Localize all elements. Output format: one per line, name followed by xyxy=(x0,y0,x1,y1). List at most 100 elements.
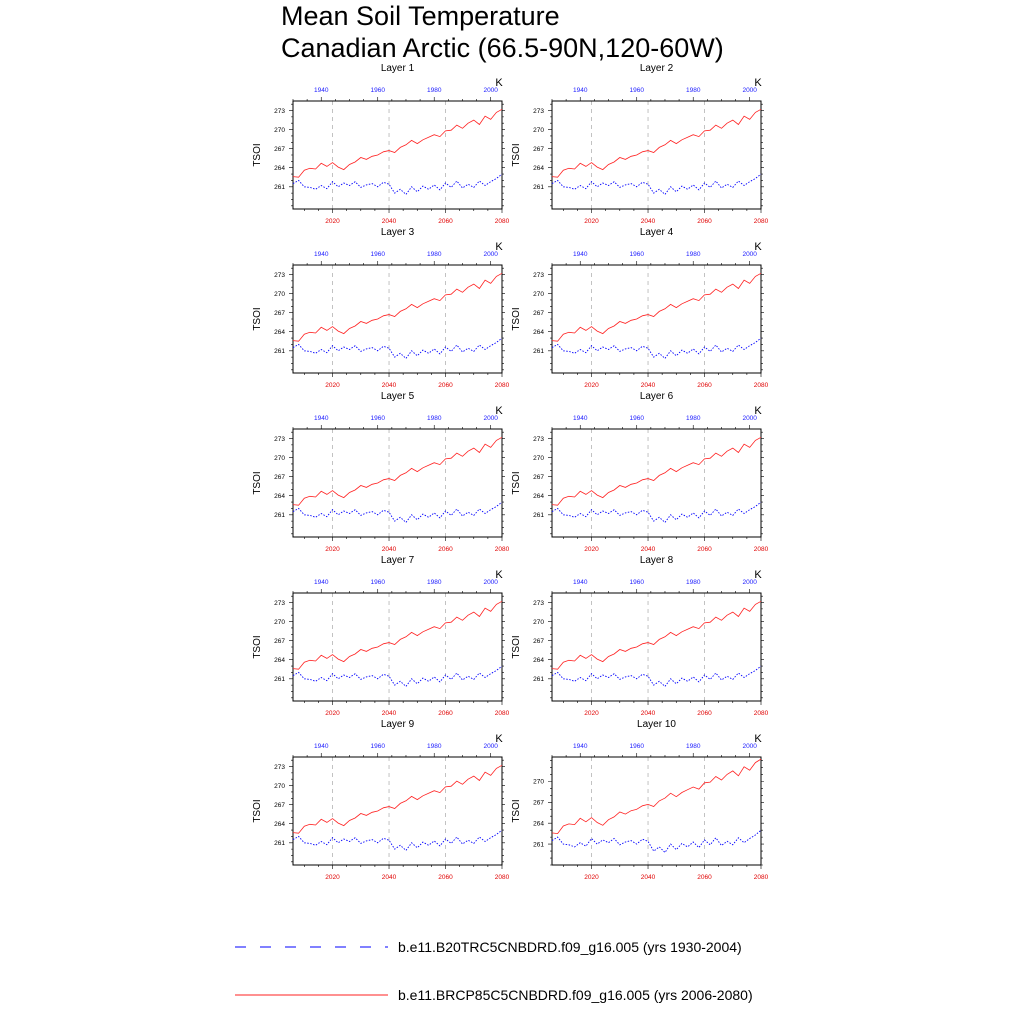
y-tick-label: 267 xyxy=(274,310,285,317)
y-tick-label: 261 xyxy=(274,512,285,519)
plot-frame xyxy=(292,428,503,538)
axis-ticks xyxy=(548,753,764,869)
series-line-future xyxy=(551,272,762,342)
series-line-historical xyxy=(551,501,762,524)
panel-title: Layer 3 xyxy=(381,227,415,238)
series-line-historical xyxy=(292,337,503,360)
units-label: K xyxy=(495,77,503,89)
x-top-tick-label: 1960 xyxy=(629,743,644,750)
x-bottom-tick-label: 2020 xyxy=(584,546,599,553)
y-tick-label: 273 xyxy=(274,764,285,771)
y-axis-label: TSOI xyxy=(511,471,522,494)
panel-title: Layer 8 xyxy=(640,555,674,566)
x-top-tick-label: 2000 xyxy=(742,579,757,586)
x-top-tick-label: 1940 xyxy=(573,415,588,422)
plot-frame xyxy=(551,100,762,210)
y-tick-label: 261 xyxy=(533,512,544,519)
figure-title-line-2: Canadian Arctic (66.5-90N,120-60W) xyxy=(281,33,724,63)
x-bottom-tick-label: 2080 xyxy=(754,874,769,881)
series-line-future xyxy=(292,436,503,506)
x-bottom-tick-label: 2020 xyxy=(584,218,599,225)
y-tick-label: 273 xyxy=(533,600,544,607)
x-top-tick-label: 1960 xyxy=(629,579,644,586)
series-line-future xyxy=(292,600,503,670)
series-line-future xyxy=(292,108,503,178)
y-tick-label: 270 xyxy=(274,127,285,134)
x-top-tick-label: 2000 xyxy=(742,251,757,258)
y-tick-label: 273 xyxy=(274,436,285,443)
y-tick-label: 264 xyxy=(533,329,544,336)
panel-title: Layer 10 xyxy=(637,719,676,730)
x-bottom-tick-label: 2060 xyxy=(438,874,453,881)
x-bottom-tick-label: 2080 xyxy=(754,546,769,553)
y-tick-label: 264 xyxy=(274,329,285,336)
axis-ticks xyxy=(289,425,505,541)
panel-layer-3: Layer 3 K TSOI 261 264 267 270 273 2020 2040 2060 2… xyxy=(252,227,510,389)
y-tick-label: 270 xyxy=(533,619,544,626)
axis-ticks xyxy=(548,589,764,705)
units-label: K xyxy=(495,241,503,253)
legend-label-future: b.e11.BRCP85C5CNBDRD.f09_g16.005 (yrs 20… xyxy=(398,987,753,1003)
x-top-tick-label: 2000 xyxy=(483,251,498,258)
units-label: K xyxy=(495,733,503,745)
plot-frame xyxy=(292,592,503,702)
legend-label-historical: b.e11.B20TRC5CNBDRD.f09_g16.005 (yrs 193… xyxy=(398,939,742,955)
panel-title: Layer 2 xyxy=(640,63,674,74)
y-tick-label: 270 xyxy=(274,455,285,462)
x-bottom-tick-label: 2020 xyxy=(325,874,340,881)
series-line-future xyxy=(292,272,503,342)
x-bottom-tick-label: 2040 xyxy=(641,874,656,881)
units-label: K xyxy=(495,569,503,581)
y-tick-label: 264 xyxy=(533,493,544,500)
plot-frame xyxy=(551,756,762,866)
x-bottom-tick-label: 2040 xyxy=(641,710,656,717)
x-top-tick-label: 1960 xyxy=(370,743,385,750)
plot-frame xyxy=(551,592,762,702)
y-tick-label: 270 xyxy=(533,127,544,134)
series-line-future xyxy=(551,600,762,670)
y-tick-label: 264 xyxy=(274,493,285,500)
plot-frame xyxy=(292,100,503,210)
x-bottom-tick-label: 2060 xyxy=(697,382,712,389)
axis-ticks xyxy=(548,425,764,541)
x-bottom-tick-label: 2060 xyxy=(697,710,712,717)
y-tick-label: 270 xyxy=(274,619,285,626)
series-line-historical xyxy=(292,829,503,852)
y-tick-label: 270 xyxy=(533,455,544,462)
x-top-tick-label: 1960 xyxy=(370,251,385,258)
x-bottom-tick-label: 2040 xyxy=(382,874,397,881)
x-bottom-tick-label: 2020 xyxy=(325,382,340,389)
axis-ticks xyxy=(289,753,505,869)
x-top-tick-label: 1940 xyxy=(314,251,329,258)
x-top-tick-label: 1960 xyxy=(629,415,644,422)
y-axis-label: TSOI xyxy=(511,143,522,166)
x-bottom-tick-label: 2080 xyxy=(754,218,769,225)
x-top-tick-label: 2000 xyxy=(483,415,498,422)
x-top-tick-label: 1940 xyxy=(573,251,588,258)
panel-title: Layer 5 xyxy=(381,391,415,402)
y-tick-label: 267 xyxy=(274,474,285,481)
y-tick-label: 267 xyxy=(533,800,544,807)
x-bottom-tick-label: 2060 xyxy=(438,546,453,553)
panel-layer-5: Layer 5 K TSOI 261 264 267 270 273 2020 2040 2060 2… xyxy=(252,391,510,553)
y-tick-label: 261 xyxy=(533,348,544,355)
x-bottom-tick-label: 2040 xyxy=(382,218,397,225)
x-top-tick-label: 1980 xyxy=(427,87,442,94)
x-top-tick-label: 1960 xyxy=(629,87,644,94)
units-label: K xyxy=(754,569,762,581)
y-tick-label: 264 xyxy=(533,820,544,827)
axis-ticks xyxy=(548,97,764,213)
x-bottom-tick-label: 2060 xyxy=(438,710,453,717)
y-tick-label: 267 xyxy=(533,310,544,317)
x-top-tick-label: 2000 xyxy=(742,415,757,422)
axis-ticks xyxy=(289,261,505,377)
y-tick-label: 261 xyxy=(533,676,544,683)
x-bottom-tick-label: 2040 xyxy=(641,546,656,553)
panel-title: Layer 9 xyxy=(381,719,415,730)
x-top-tick-label: 1940 xyxy=(314,87,329,94)
y-tick-label: 270 xyxy=(274,783,285,790)
y-tick-label: 261 xyxy=(274,676,285,683)
x-top-tick-label: 1980 xyxy=(427,743,442,750)
axis-ticks xyxy=(289,589,505,705)
units-label: K xyxy=(495,405,503,417)
